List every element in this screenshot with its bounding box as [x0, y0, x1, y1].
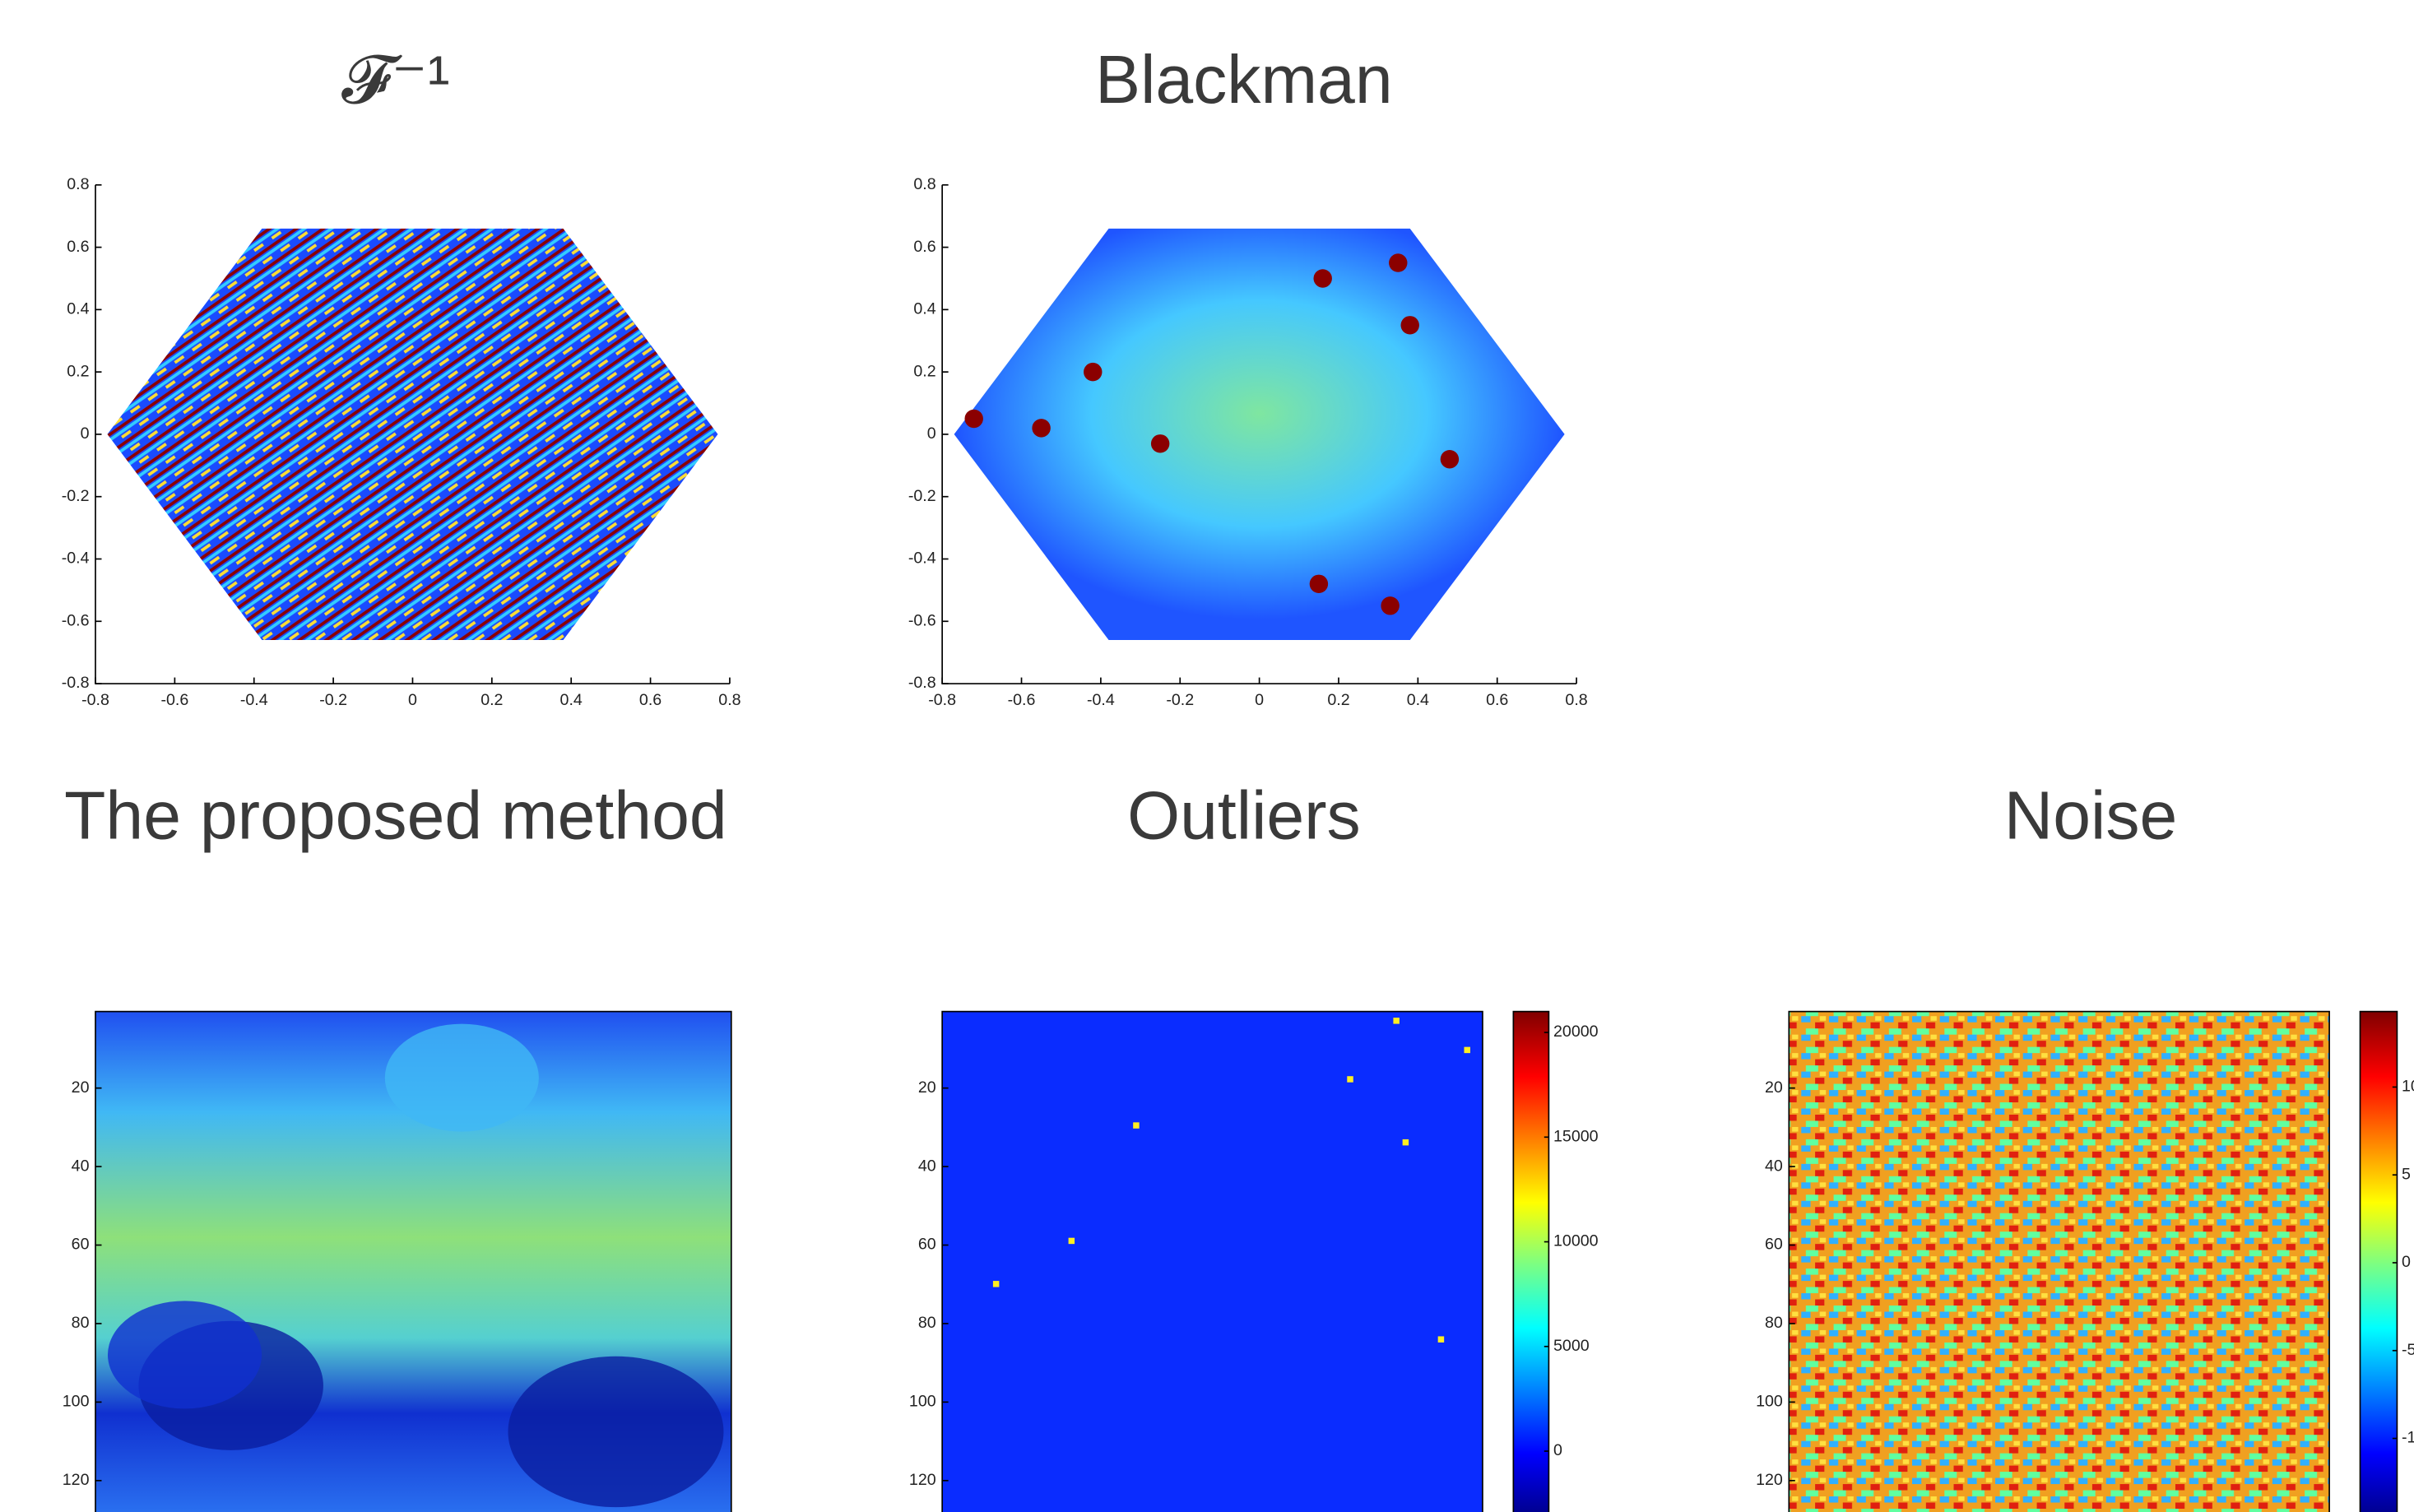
page: {"chart_data": [ {"type": "hexmap", "tit… — [0, 0, 2414, 1512]
colorbar-tick-label: 10000 — [1553, 1232, 1599, 1250]
y-tick-label: 20 — [1765, 1078, 1783, 1097]
y-tick-label: 0.8 — [67, 175, 89, 193]
y-tick-label: 60 — [1765, 1236, 1783, 1254]
x-tick-label: 0.4 — [1407, 691, 1429, 709]
x-tick-label: -0.6 — [1008, 691, 1036, 709]
y-tick-label: -0.2 — [62, 487, 90, 505]
colorbar-tick-label: 5000 — [1553, 1337, 1590, 1355]
x-tick-label: -0.6 — [160, 691, 188, 709]
x-tick-label: -0.2 — [1166, 691, 1194, 709]
x-tick-label: -0.4 — [1087, 691, 1115, 709]
y-tick-label: 60 — [72, 1236, 90, 1254]
y-tick-label: 100 — [909, 1393, 936, 1411]
panel-title: The proposed method — [64, 777, 727, 853]
hot-spot — [1310, 575, 1328, 593]
y-tick-label: 0.6 — [913, 238, 935, 256]
y-tick-label: -0.2 — [908, 487, 936, 505]
y-tick-label: 60 — [918, 1236, 936, 1254]
x-tick-label: 0.4 — [560, 691, 583, 709]
x-tick-label: 0.8 — [1565, 691, 1587, 709]
y-tick-label: 0 — [927, 424, 936, 443]
panel-title: Blackman — [1095, 42, 1392, 118]
outlier — [1133, 1122, 1139, 1128]
hot-spot — [1441, 450, 1459, 468]
y-tick-label: -0.6 — [62, 611, 90, 629]
y-tick-label: 0.4 — [67, 300, 89, 318]
hex-field — [107, 229, 717, 640]
region — [508, 1357, 723, 1507]
heatmap-image — [1789, 1012, 2329, 1512]
colorbar-tick-label: 0 — [1553, 1441, 1562, 1459]
region — [385, 1024, 539, 1132]
y-tick-label: 40 — [918, 1157, 936, 1175]
y-tick-label: 40 — [1765, 1157, 1783, 1175]
colorbar-tick-label: 0 — [2402, 1253, 2411, 1271]
x-tick-label: 0.2 — [1327, 691, 1349, 709]
y-tick-label: -0.8 — [908, 674, 936, 692]
outlier — [1069, 1238, 1075, 1244]
colorbar-tick-label: 5 — [2402, 1165, 2411, 1183]
y-tick-label: 0.8 — [913, 175, 935, 193]
y-tick-label: 80 — [1765, 1314, 1783, 1332]
outlier — [1403, 1139, 1409, 1145]
heatmap-image — [942, 1012, 1483, 1512]
colorbar-tick-label: -5 — [2402, 1341, 2414, 1359]
x-tick-label: -0.2 — [319, 691, 347, 709]
colorbar — [2361, 1012, 2398, 1512]
y-tick-label: -0.4 — [908, 550, 936, 568]
panel-title: Noise — [2004, 777, 2177, 853]
y-tick-label: 80 — [918, 1314, 936, 1332]
x-tick-label: 0.6 — [639, 691, 662, 709]
x-tick-label: 0.2 — [480, 691, 503, 709]
x-tick-label: -0.8 — [928, 691, 956, 709]
x-tick-label: 0 — [1255, 691, 1264, 709]
hot-spot — [1381, 596, 1399, 615]
outlier — [1464, 1047, 1469, 1053]
outlier — [1438, 1336, 1444, 1342]
x-tick-label: 0 — [408, 691, 417, 709]
hot-spot — [1151, 434, 1169, 452]
y-tick-label: 120 — [63, 1471, 90, 1489]
y-tick-label: -0.6 — [908, 611, 936, 629]
outlier — [1393, 1018, 1399, 1023]
colorbar-tick-label: 15000 — [1553, 1127, 1599, 1145]
outlier — [1347, 1076, 1353, 1082]
y-tick-label: 40 — [72, 1157, 90, 1175]
outlier — [993, 1281, 999, 1287]
hot-spot — [1084, 363, 1102, 381]
y-tick-label: 100 — [1756, 1393, 1783, 1411]
colorbar-tick-label: 20000 — [1553, 1023, 1599, 1041]
x-tick-label: 0.6 — [1486, 691, 1508, 709]
y-tick-label: 80 — [72, 1314, 90, 1332]
y-tick-label: 120 — [1756, 1471, 1783, 1489]
x-tick-label: 0.8 — [718, 691, 740, 709]
panel-title: 𝓕⁻¹ — [341, 42, 450, 118]
y-tick-label: 120 — [909, 1471, 936, 1489]
panel-title: Outliers — [1127, 777, 1361, 853]
y-tick-label: 20 — [918, 1078, 936, 1097]
y-tick-label: 0.4 — [913, 300, 935, 318]
y-tick-label: -0.8 — [62, 674, 90, 692]
figure: 𝓕⁻¹ -0.8 -0.6 -0.4 -0.2 0 0.2 0.4 0.6 0.8 -0.8 -0.6… — [0, 0, 2414, 1512]
x-tick-label: -0.8 — [81, 691, 109, 709]
x-tick-label: -0.4 — [240, 691, 268, 709]
colorbar-tick-label: 10 — [2402, 1078, 2414, 1096]
y-tick-label: 0 — [81, 424, 90, 443]
colorbar-tick-label: -10 — [2402, 1429, 2414, 1447]
colorbar — [1513, 1012, 1548, 1512]
hot-spot — [1313, 269, 1331, 287]
y-tick-label: -0.4 — [62, 550, 90, 568]
y-tick-label: 0.6 — [67, 238, 89, 256]
y-tick-label: 0.2 — [913, 362, 935, 380]
y-tick-label: 20 — [72, 1078, 90, 1097]
y-tick-label: 100 — [63, 1393, 90, 1411]
hot-spot — [964, 410, 982, 428]
hot-spot — [1032, 419, 1050, 437]
region — [108, 1301, 262, 1408]
hot-spot — [1389, 253, 1407, 271]
hot-spot — [1400, 316, 1418, 334]
y-tick-label: 0.2 — [67, 362, 89, 380]
